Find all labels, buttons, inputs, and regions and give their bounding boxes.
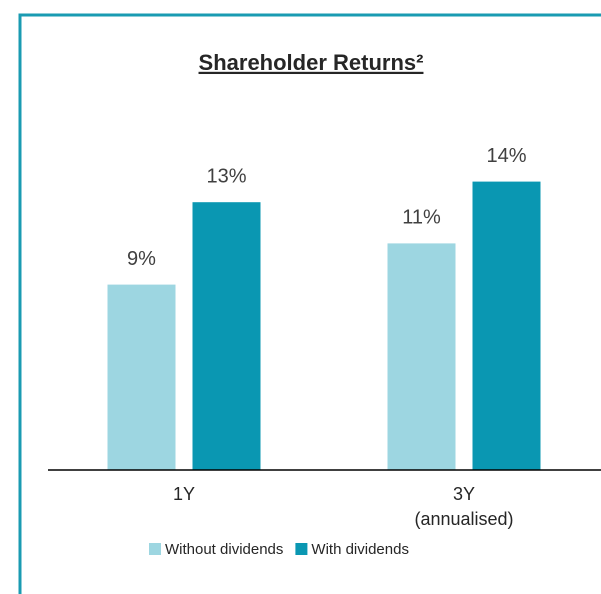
value-label: 11% (402, 207, 441, 229)
frame (18, 13, 601, 594)
legend-swatch (295, 543, 308, 555)
legend-label: With dividends (311, 541, 409, 558)
legend-label: Without dividends (165, 541, 283, 558)
bar (107, 284, 176, 470)
value-label: 14% (486, 145, 526, 167)
value-label: 9% (127, 248, 156, 270)
bar (472, 181, 541, 470)
legend-swatch (149, 543, 161, 555)
x-tick-label: 1Y (173, 484, 195, 504)
value-label: 13% (206, 165, 246, 187)
bar (387, 243, 456, 470)
x-tick-label: 3Y (453, 484, 475, 504)
x-tick-label: (annualised) (414, 509, 513, 529)
bar (192, 202, 261, 470)
chart-title: Shareholder Returns² (199, 50, 424, 75)
